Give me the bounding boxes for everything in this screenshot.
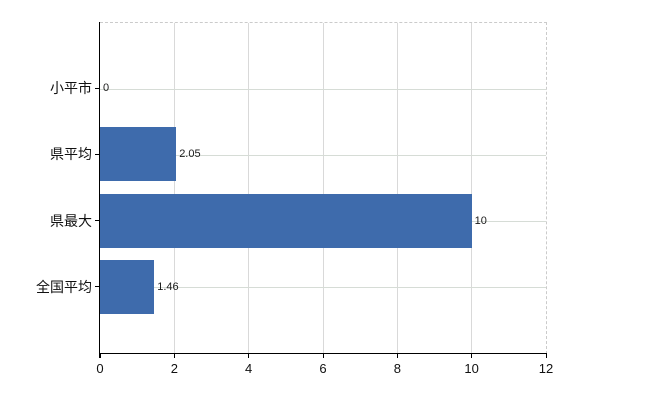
x-tick-label: 4 — [245, 361, 253, 376]
y-axis-line — [99, 22, 100, 358]
x-tick-mark — [99, 353, 101, 358]
bar — [100, 193, 472, 248]
bar-value-label: 2.05 — [179, 148, 201, 161]
x-gridline — [396, 23, 398, 354]
category-label: 県平均 — [50, 146, 92, 163]
y-gridline — [100, 287, 546, 289]
x-tick-mark — [545, 353, 547, 358]
x-tick-label: 10 — [464, 361, 479, 376]
x-gridline — [173, 23, 175, 354]
x-tick-label: 0 — [96, 361, 104, 376]
x-tick-label: 8 — [393, 361, 401, 376]
x-tick-mark — [396, 353, 398, 358]
x-tick-label: 2 — [170, 361, 178, 376]
x-tick-mark — [322, 353, 324, 358]
y-tick-mark — [95, 153, 100, 155]
y-tick-mark — [95, 286, 100, 288]
y-gridline — [100, 88, 546, 90]
category-label: 小平市 — [50, 80, 92, 97]
x-tick-mark — [173, 353, 175, 358]
bar — [100, 259, 155, 314]
bar-value-label: 10 — [474, 214, 487, 227]
x-gridline — [471, 23, 473, 354]
category-label: 県最大 — [50, 212, 92, 229]
x-tick-mark — [471, 353, 473, 358]
x-tick-mark — [248, 353, 250, 358]
bar-value-label: 1.46 — [157, 280, 179, 293]
y-tick-mark — [95, 87, 100, 89]
x-gridline — [248, 23, 250, 354]
x-tick-label: 6 — [319, 361, 327, 376]
category-label: 全国平均 — [36, 278, 92, 295]
bar — [100, 127, 177, 182]
y-tick-mark — [95, 220, 100, 222]
x-tick-label: 12 — [538, 361, 554, 376]
x-gridline — [322, 23, 324, 354]
y-gridline — [100, 154, 546, 156]
bar-value-label: 0 — [103, 82, 110, 95]
plot-area — [100, 22, 547, 354]
